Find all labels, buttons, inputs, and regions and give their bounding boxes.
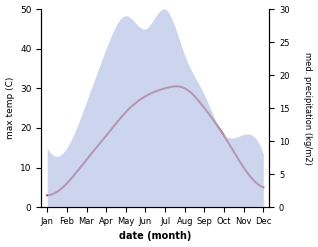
X-axis label: date (month): date (month) <box>119 231 191 242</box>
Y-axis label: med. precipitation (kg/m2): med. precipitation (kg/m2) <box>303 52 313 165</box>
Y-axis label: max temp (C): max temp (C) <box>5 77 15 139</box>
